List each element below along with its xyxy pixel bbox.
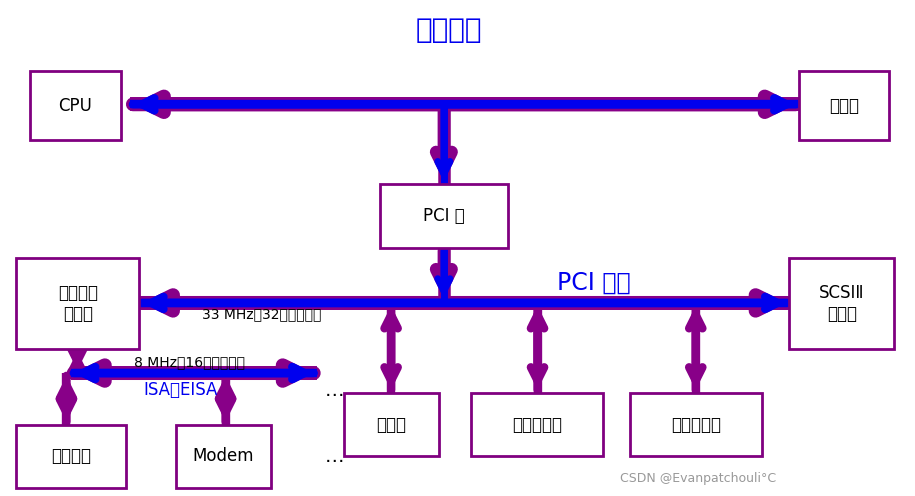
Text: CPU: CPU <box>59 97 92 115</box>
Text: ISA、EISA: ISA、EISA <box>143 381 217 399</box>
Text: …: … <box>325 381 344 400</box>
Text: Modem: Modem <box>192 447 254 465</box>
Bar <box>344 393 439 456</box>
Bar <box>176 425 271 489</box>
Text: 8 MHz的16位数据通路: 8 MHz的16位数据通路 <box>134 355 244 369</box>
Text: 存储器: 存储器 <box>829 97 859 115</box>
Text: 标准总线
控制器: 标准总线 控制器 <box>58 284 98 322</box>
Text: 图文传真: 图文传真 <box>51 447 91 465</box>
Bar <box>16 258 139 349</box>
Bar <box>799 71 889 140</box>
Text: CSDN @Evanpatchouli°C: CSDN @Evanpatchouli°C <box>620 472 777 485</box>
Bar <box>630 393 762 456</box>
Bar <box>30 71 121 140</box>
Text: …: … <box>325 447 344 466</box>
Bar <box>790 258 894 349</box>
Text: 33 MHz的32位数据通路: 33 MHz的32位数据通路 <box>202 307 322 321</box>
Text: PCI 桥: PCI 桥 <box>423 207 465 225</box>
Text: 系统总线: 系统总线 <box>415 16 481 44</box>
Text: 多媒体: 多媒体 <box>377 416 406 434</box>
Text: 高性能图形: 高性能图形 <box>672 416 721 434</box>
Text: PCI 总线: PCI 总线 <box>557 270 630 294</box>
Text: SCSIⅡ
控制器: SCSIⅡ 控制器 <box>819 284 865 322</box>
Text: 高速局域网: 高速局域网 <box>512 416 562 434</box>
Bar <box>16 425 125 489</box>
Bar <box>381 184 508 248</box>
Bar <box>471 393 603 456</box>
